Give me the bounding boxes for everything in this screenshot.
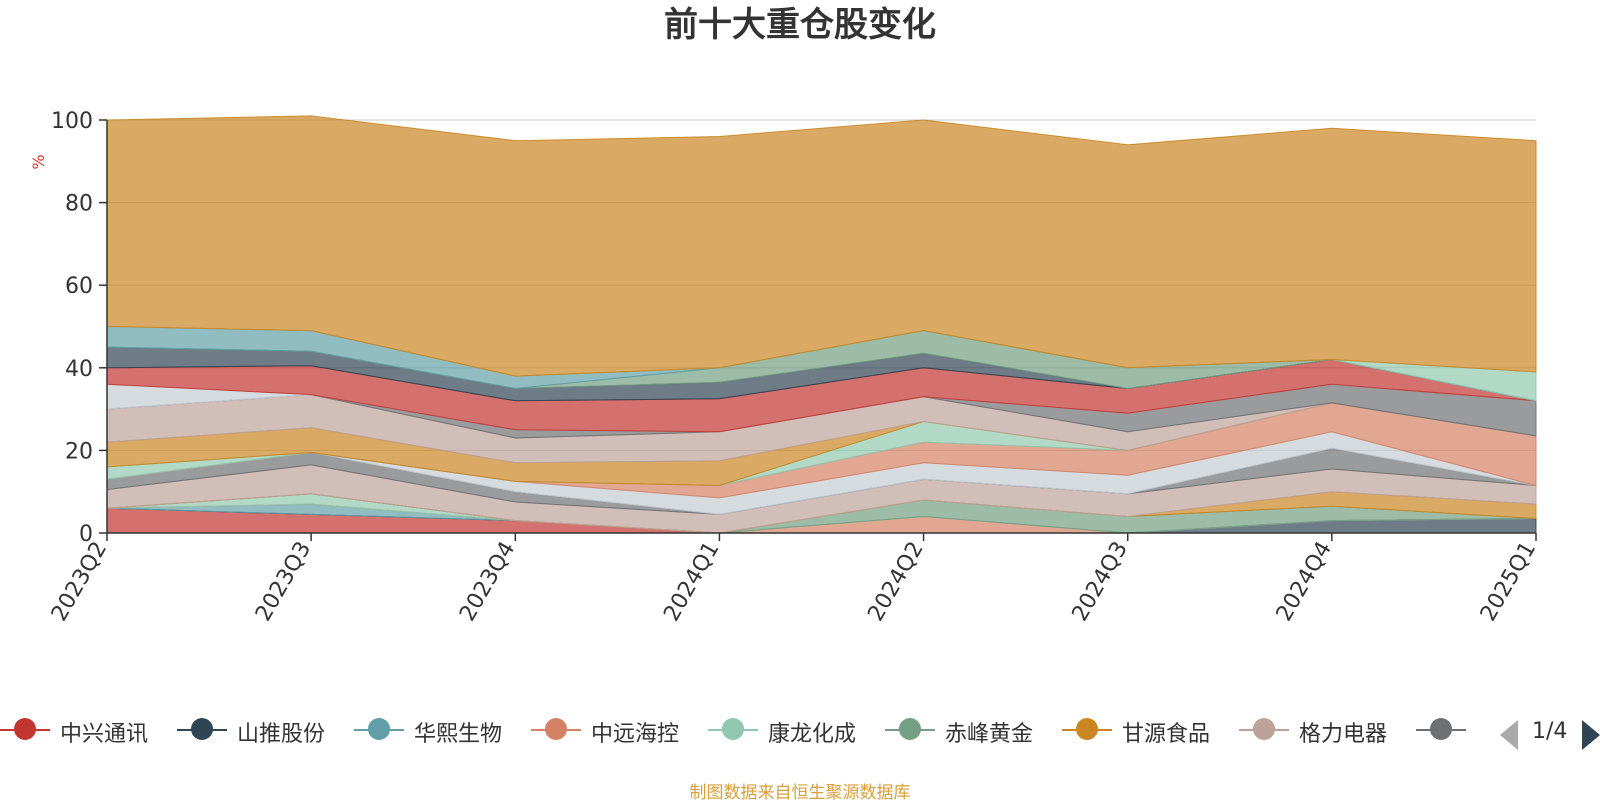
legend-label: 赤峰黄金 bbox=[945, 722, 1034, 747]
x-tick-label: 2024Q3 bbox=[1068, 538, 1133, 626]
legend-label: 甘源食品 bbox=[1122, 722, 1211, 747]
x-tick-label: 2023Q2 bbox=[47, 538, 112, 626]
legend: 中兴通讯 山推股份 华熙生物 中远海控 康龙化成 赤峰黄金 甘源食品 格力电器 bbox=[0, 712, 1600, 748]
legend-item-zte[interactable]: 中兴通讯 bbox=[0, 712, 170, 748]
y-tick-label: 20 bbox=[65, 439, 93, 464]
legend-item-pharmaron[interactable]: 康龙化成 bbox=[708, 712, 878, 748]
y-tick-label: 0 bbox=[79, 522, 93, 547]
legend-marker-icon bbox=[1430, 718, 1452, 740]
legend-item-bloomage[interactable]: 华熙生物 bbox=[354, 712, 524, 748]
legend-item-ganyuan[interactable]: 甘源食品 bbox=[1062, 712, 1232, 748]
legend-marker-icon bbox=[545, 718, 567, 740]
y-tick-label: 60 bbox=[65, 274, 93, 299]
x-tick-label: 2023Q4 bbox=[455, 538, 520, 626]
area-series-group bbox=[106, 115, 1537, 534]
legend-prev-page-icon[interactable] bbox=[1500, 720, 1518, 750]
legend-label: 康龙化成 bbox=[768, 722, 857, 747]
legend-label: 中兴通讯 bbox=[60, 722, 149, 747]
legend-marker-icon bbox=[1253, 718, 1275, 740]
legend-marker-icon bbox=[899, 718, 921, 740]
x-tick-label: 2024Q4 bbox=[1272, 538, 1337, 626]
legend-page-indicator: 1/4 bbox=[1532, 719, 1568, 744]
legend-label: 山推股份 bbox=[237, 722, 326, 747]
legend-marker-icon bbox=[368, 718, 390, 740]
legend-label: 格力电器 bbox=[1299, 722, 1388, 747]
legend-label: 华熙生物 bbox=[414, 722, 503, 747]
y-tick-label: 80 bbox=[65, 192, 93, 217]
y-axis-unit: % bbox=[29, 154, 48, 169]
legend-item-truncated[interactable] bbox=[1416, 712, 1482, 748]
area-series-22[interactable] bbox=[106, 115, 1537, 377]
x-tick-label: 2024Q2 bbox=[863, 538, 928, 626]
legend-label: 中远海控 bbox=[591, 722, 680, 747]
legend-marker-icon bbox=[191, 718, 213, 740]
x-tick-label: 2024Q1 bbox=[659, 538, 724, 626]
legend-marker-icon bbox=[1076, 718, 1098, 740]
chart-title: 前十大重仓股变化 bbox=[664, 5, 936, 45]
y-tick-label: 40 bbox=[65, 357, 93, 382]
y-tick-label: 100 bbox=[51, 109, 93, 134]
data-source-note: 制图数据来自恒生聚源数据库 bbox=[689, 783, 911, 803]
legend-marker-icon bbox=[14, 718, 36, 740]
legend-marker-icon bbox=[722, 718, 744, 740]
legend-item-shantui[interactable]: 山推股份 bbox=[177, 712, 347, 748]
x-tick-label: 2025Q1 bbox=[1476, 538, 1541, 626]
legend-item-cosco[interactable]: 中远海控 bbox=[531, 712, 701, 748]
legend-next-page-icon[interactable] bbox=[1582, 720, 1600, 750]
legend-item-chifeng-gold[interactable]: 赤峰黄金 bbox=[885, 712, 1055, 748]
legend-item-gree[interactable]: 格力电器 bbox=[1239, 712, 1409, 748]
x-tick-label: 2023Q3 bbox=[251, 538, 316, 626]
